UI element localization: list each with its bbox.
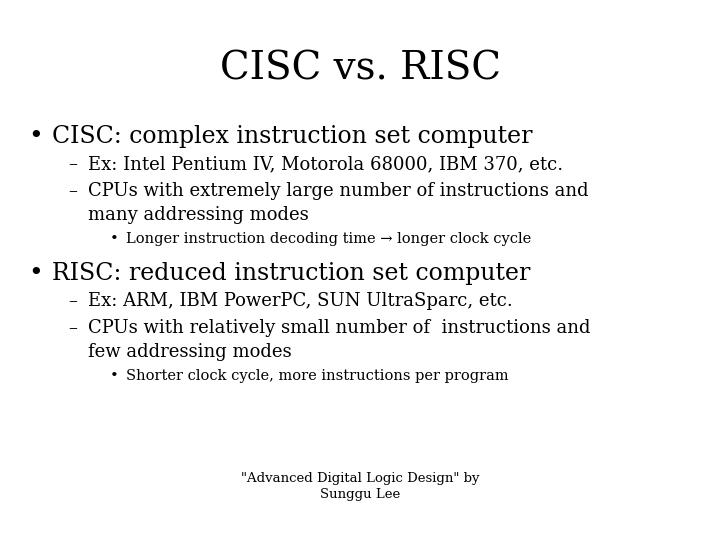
Text: Longer instruction decoding time → longer clock cycle: Longer instruction decoding time → longe… [126,232,531,246]
Text: Shorter clock cycle, more instructions per program: Shorter clock cycle, more instructions p… [126,369,508,383]
Text: CISC: complex instruction set computer: CISC: complex instruction set computer [52,125,533,148]
Text: •: • [28,125,42,148]
Text: few addressing modes: few addressing modes [88,343,292,361]
Text: •: • [28,262,42,285]
Text: Ex: Intel Pentium IV, Motorola 68000, IBM 370, etc.: Ex: Intel Pentium IV, Motorola 68000, IB… [88,155,563,173]
Text: –: – [68,319,77,337]
Text: –: – [68,292,77,310]
Text: CPUs with extremely large number of instructions and: CPUs with extremely large number of inst… [88,182,589,200]
Text: CISC vs. RISC: CISC vs. RISC [220,50,500,87]
Text: Sunggu Lee: Sunggu Lee [320,488,400,501]
Text: many addressing modes: many addressing modes [88,206,309,224]
Text: Ex: ARM, IBM PowerPC, SUN UltraSparc, etc.: Ex: ARM, IBM PowerPC, SUN UltraSparc, et… [88,292,513,310]
Text: •: • [110,369,119,383]
Text: "Advanced Digital Logic Design" by: "Advanced Digital Logic Design" by [240,472,480,485]
Text: •: • [110,232,119,246]
Text: –: – [68,182,77,200]
Text: CPUs with relatively small number of  instructions and: CPUs with relatively small number of ins… [88,319,590,337]
Text: –: – [68,155,77,173]
Text: RISC: reduced instruction set computer: RISC: reduced instruction set computer [52,262,531,285]
